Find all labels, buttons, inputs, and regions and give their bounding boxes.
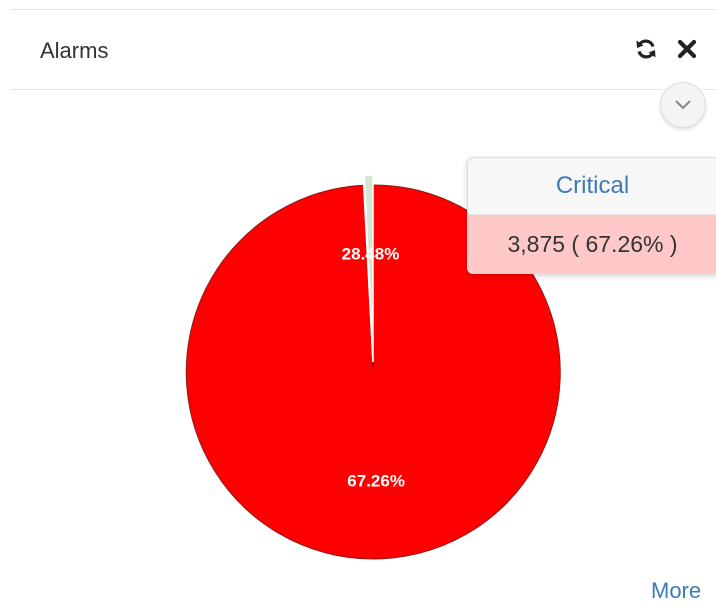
pie-tooltip: Critical 3,875 ( 67.26% ) [467, 157, 716, 274]
pie-svg: 67.26% 28.48% [185, 174, 561, 560]
widget-title: Alarms [40, 38, 109, 63]
pie-slice-3[interactable] [363, 174, 374, 363]
top-divider [10, 9, 716, 10]
close-button[interactable] [672, 34, 702, 64]
more-link[interactable]: More [651, 578, 702, 603]
refresh-icon [636, 39, 656, 59]
chevron-down-icon [675, 100, 691, 110]
pie-slice-label-0: 67.26% [347, 471, 405, 490]
tooltip-value: 3,875 ( 67.26% ) [468, 215, 716, 273]
pie-slice-label-3: 28.48% [342, 245, 400, 264]
chart-menu-button[interactable] [660, 82, 706, 128]
tooltip-series-name: Critical [468, 158, 716, 215]
pie-chart: 67.26% 28.48% [0, 90, 716, 570]
refresh-button[interactable] [631, 34, 661, 64]
close-icon [677, 39, 697, 59]
widget-header: Alarms [10, 10, 716, 90]
